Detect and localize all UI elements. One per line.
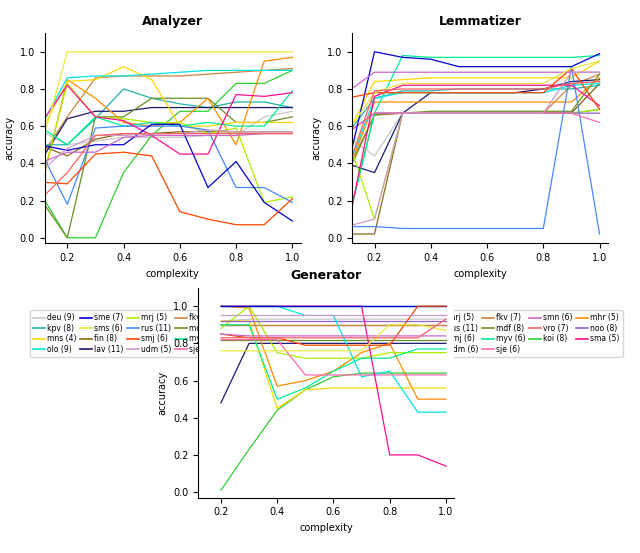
Legend: deu (9), kpv (8), mns (4), olo (9), sme (7), sms (6), fin (8), av (11), mrj (5),: deu (9), kpv (8), mns (4), olo (9), sme …	[337, 310, 623, 357]
X-axis label: complexity: complexity	[300, 523, 353, 533]
Y-axis label: accuracy: accuracy	[157, 371, 168, 415]
Y-axis label: accuracy: accuracy	[311, 116, 321, 160]
Title: Analyzer: Analyzer	[142, 15, 204, 28]
Y-axis label: accuracy: accuracy	[4, 116, 14, 160]
Title: Lemmatizer: Lemmatizer	[438, 15, 522, 28]
Legend: deu (9), kpv (8), mns (4), olo (9), sme (7), sms (6), fin (8), lav (11), mrj (5): deu (9), kpv (8), mns (4), olo (9), sme …	[30, 310, 316, 357]
Title: Generator: Generator	[291, 269, 362, 282]
X-axis label: complexity: complexity	[146, 269, 200, 279]
X-axis label: complexity: complexity	[453, 269, 507, 279]
